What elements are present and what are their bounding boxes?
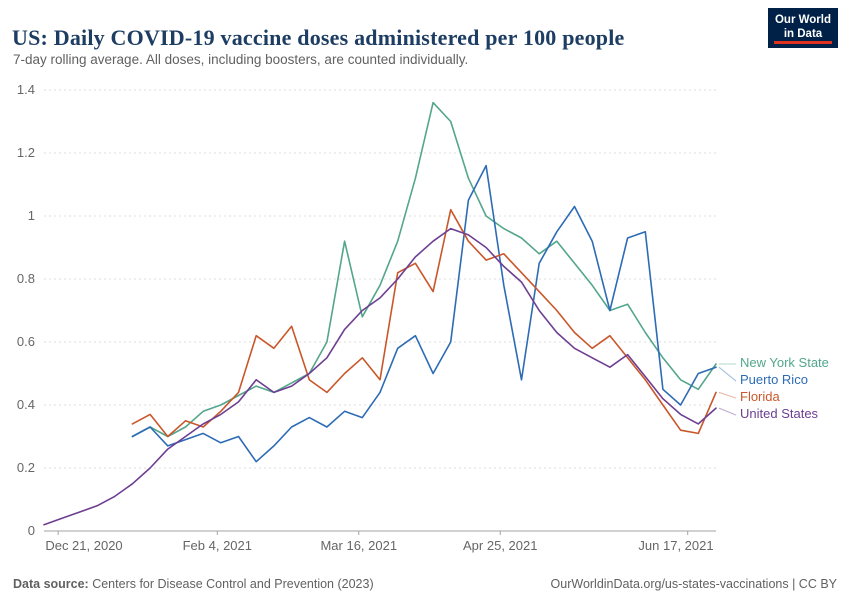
y-tick-label: 0.8	[17, 271, 35, 286]
y-tick-label: 0.2	[17, 460, 35, 475]
y-tick-label: 1	[28, 208, 35, 223]
data-source-label: Data source:	[13, 577, 89, 591]
legend-connector	[718, 391, 737, 399]
x-tick-label: Mar 16, 2021	[320, 538, 397, 553]
y-tick-label: 1.2	[17, 145, 35, 160]
data-source: Data source: Centers for Disease Control…	[13, 577, 374, 591]
y-tick-label: 0.4	[17, 397, 35, 412]
chart-footer: Data source: Centers for Disease Control…	[13, 577, 837, 591]
legend-item-new-york-state[interactable]: New York State	[740, 355, 829, 371]
x-tick-label: Dec 21, 2020	[45, 538, 122, 553]
legend-connector	[718, 407, 737, 416]
legend-item-florida[interactable]: Florida	[740, 389, 780, 405]
owid-logo-line2: in Data	[783, 28, 823, 40]
legend-item-united-states[interactable]: United States	[740, 406, 819, 422]
x-tick-label: Apr 25, 2021	[463, 538, 537, 553]
series-line-florida[interactable]	[131, 208, 717, 438]
owid-logo-red-bar	[774, 41, 832, 44]
data-source-link[interactable]: Centers for Disease Control and Preventi…	[88, 577, 374, 591]
series-line-united-states[interactable]	[43, 227, 717, 526]
owid-logo-line1: Our World	[774, 14, 831, 26]
y-tick-label: 1.4	[17, 82, 35, 97]
legend-item-puerto-rico[interactable]: Puerto Rico	[740, 372, 808, 388]
y-tick-label: 0	[28, 523, 35, 538]
series-line-new-york-state[interactable]	[131, 101, 717, 438]
series-line-puerto-rico[interactable]	[131, 164, 717, 463]
x-tick-label: Feb 4, 2021	[183, 538, 252, 553]
owid-logo[interactable]: Our World in Data	[768, 8, 838, 48]
y-tick-label: 0.6	[17, 334, 35, 349]
legend-connector	[718, 366, 737, 382]
owid-url-license[interactable]: OurWorldinData.org/us-states-vaccination…	[550, 577, 837, 591]
x-tick-label: Jun 17, 2021	[638, 538, 713, 553]
chart-subtitle: 7-day rolling average. All doses, includ…	[13, 52, 469, 67]
chart-title: US: Daily COVID-19 vaccine doses adminis…	[12, 24, 625, 50]
